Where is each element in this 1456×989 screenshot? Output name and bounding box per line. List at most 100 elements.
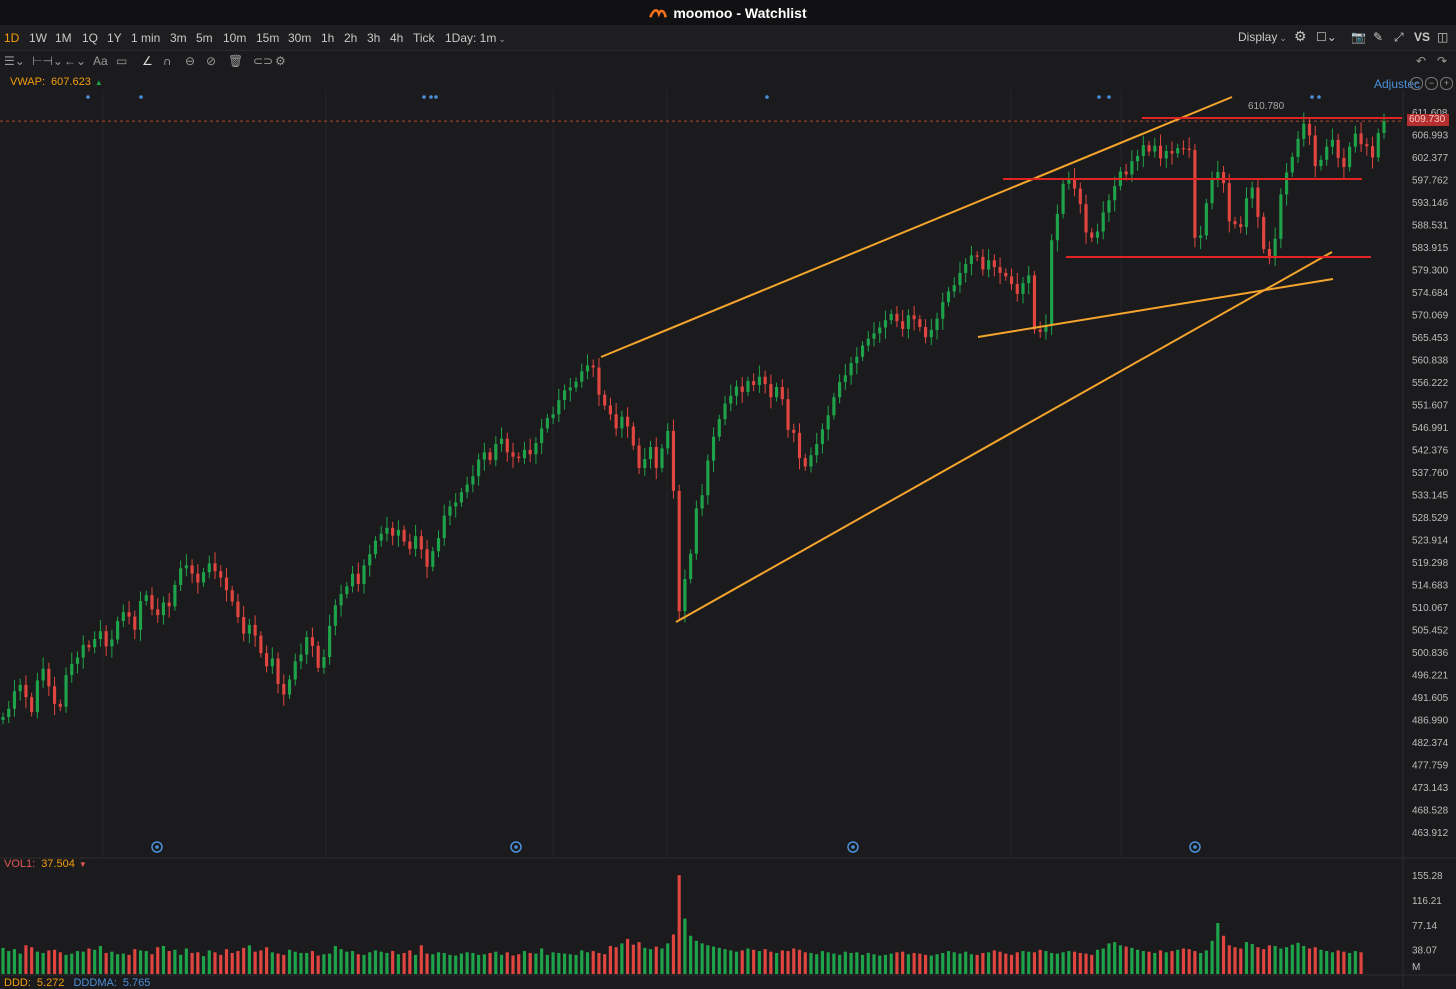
volume-bar	[505, 952, 509, 974]
comment-icon[interactable]: ▭	[116, 54, 128, 68]
timeframe-tab-1m[interactable]: 1M	[55, 31, 72, 45]
price-axis-label: 482.374	[1412, 738, 1449, 749]
timeframe-tab-1min[interactable]: 1 min	[131, 31, 161, 45]
fullscreen-icon[interactable]: ⤢	[1394, 30, 1404, 44]
event-marker	[1107, 95, 1111, 99]
settings-gear-icon[interactable]: ⚙	[1294, 28, 1307, 44]
candle-body	[906, 315, 910, 329]
volume-bar	[557, 952, 561, 974]
crosshair-icon[interactable]: ⊢⊣⌄	[32, 54, 63, 68]
lock-icon[interactable]: ⊖	[185, 54, 196, 68]
candle-body	[1038, 329, 1042, 332]
price-chart[interactable]: 611.608 606.993 602.377 597.762 593.146 588.5…	[0, 90, 1456, 987]
adjusted-label[interactable]: Adjustec	[1373, 77, 1420, 91]
volume-bar	[7, 951, 11, 974]
volume-bar	[196, 952, 200, 974]
timeframe-tab-1q[interactable]: 1Q	[82, 31, 99, 45]
price-axis-label: 519.298	[1412, 558, 1449, 569]
volume-bar	[1239, 948, 1243, 974]
timeframe-tab-1w[interactable]: 1W	[29, 31, 47, 45]
ddd-indicator-row[interactable]: DDD: 5.272 DDDMA: 5.765	[4, 977, 156, 989]
candle-body	[459, 492, 463, 503]
camera-icon[interactable]: 📷	[1351, 30, 1366, 44]
link-icon[interactable]: ⊂⊃	[253, 54, 274, 68]
trash-icon[interactable]: 🗑	[228, 54, 244, 68]
candle-body	[883, 320, 888, 328]
candle-body	[562, 390, 567, 401]
minus-icon[interactable]: −	[1410, 77, 1423, 90]
menu-icon[interactable]: ☰⌄	[4, 54, 25, 68]
volume-bar	[1015, 952, 1019, 974]
forward-arrow-icon[interactable]: ↷	[1437, 54, 1448, 68]
interval-dropdown[interactable]: 1Day: 1m ⌄	[445, 31, 506, 45]
candle-body	[1004, 272, 1008, 277]
volume-bar	[860, 954, 865, 974]
candle-body	[1221, 172, 1226, 184]
timeframe-tab-3h[interactable]: 3h	[367, 31, 381, 45]
volume-bar	[1067, 951, 1071, 974]
candle-body	[345, 586, 349, 595]
plus-icon[interactable]: +	[1440, 77, 1453, 90]
magnet-icon[interactable]: ∩	[163, 54, 172, 68]
volume-bar	[1050, 952, 1054, 974]
candle-body	[511, 452, 515, 457]
back-arrow-icon[interactable]: ↶	[1416, 54, 1427, 68]
timeframe-tab-1y[interactable]: 1Y	[107, 31, 122, 45]
timeframe-tab-1d[interactable]: 1D	[4, 31, 20, 45]
candle-body	[1072, 179, 1077, 189]
volume-bar	[958, 953, 962, 974]
candle-body	[1113, 186, 1117, 201]
timeframe-tab-3m[interactable]: 3m	[170, 31, 187, 45]
candle-body	[1336, 139, 1340, 158]
timeframe-tab-2h[interactable]: 2h	[344, 31, 358, 45]
candle-body	[1130, 161, 1134, 175]
volume-indicator[interactable]: VOL1: 37.504 ▼	[4, 858, 87, 870]
volume-bar	[843, 951, 847, 974]
candle-body	[683, 579, 687, 612]
timeframe-tab-30m[interactable]: 30m	[288, 31, 312, 45]
volume-bar	[992, 950, 996, 974]
timeframe-tab-10m[interactable]: 10m	[223, 31, 247, 45]
zoom-out-icon[interactable]: −	[1425, 77, 1438, 90]
timeframe-tab-15m[interactable]: 15m	[256, 31, 280, 45]
volume-bar	[276, 953, 280, 974]
candle-body	[654, 446, 658, 468]
vwap-indicator[interactable]: VWAP: 607.623 ▲	[10, 76, 103, 88]
candle-body	[1273, 238, 1277, 259]
candle-body	[975, 255, 979, 257]
side-panel-icon[interactable]: ◫	[1437, 30, 1449, 44]
pencil-icon[interactable]: ✎	[1373, 30, 1384, 44]
candle-body	[729, 395, 733, 404]
text-icon[interactable]: Aa	[93, 54, 108, 68]
volume-bar	[946, 951, 951, 974]
candle-body	[368, 554, 372, 566]
timeframe-tab-5m[interactable]: 5m	[196, 31, 213, 45]
candle-body	[929, 329, 933, 338]
candle-body	[1009, 276, 1014, 285]
drawing-settings-icon[interactable]: ⚙	[275, 54, 286, 68]
candle-body	[912, 315, 916, 320]
candle-body	[499, 438, 504, 445]
timeframe-tab-1h[interactable]: 1h	[321, 31, 335, 45]
volume-bar	[121, 953, 125, 974]
timeframe-tab-tick[interactable]: Tick	[413, 31, 435, 45]
volume-bar	[522, 951, 527, 974]
layout-icon[interactable]: ☐⌄	[1316, 30, 1337, 44]
vs-compare-button[interactable]: VS	[1414, 30, 1431, 44]
chevron-down-icon: ▼	[78, 860, 87, 869]
timeframe-tab-4h[interactable]: 4h	[390, 31, 404, 45]
candle-body	[1307, 123, 1312, 136]
candle-body	[35, 680, 39, 713]
volume-bar	[648, 949, 653, 974]
display-dropdown[interactable]: Display ⌄	[1238, 30, 1287, 44]
candle-body	[752, 381, 756, 386]
price-axis-label: 505.452	[1412, 625, 1449, 636]
undo-arrow-icon[interactable]: ←⌄	[64, 54, 87, 68]
candle-body	[1359, 133, 1363, 145]
hide-icon[interactable]: ⊘	[206, 54, 217, 68]
candle-body	[608, 405, 612, 415]
trendline-tool-icon[interactable]: ∠	[142, 54, 153, 68]
price-axis-label: 496.221	[1412, 670, 1449, 681]
volume-bar	[671, 934, 676, 974]
volume-bar	[545, 954, 549, 974]
